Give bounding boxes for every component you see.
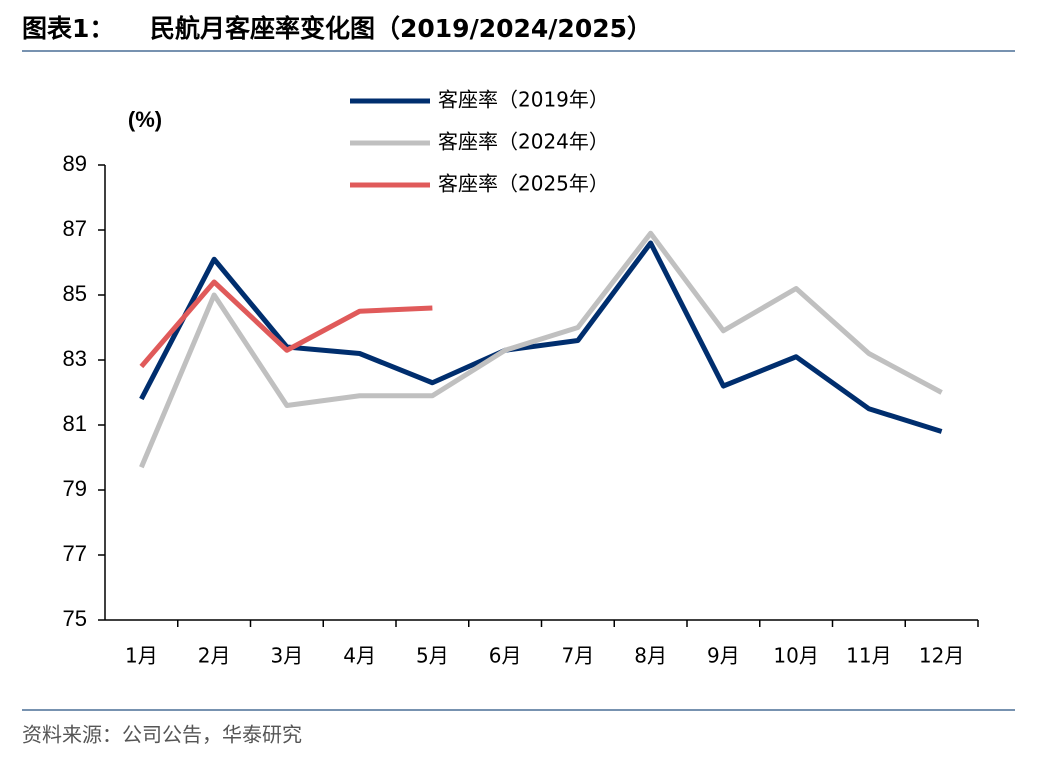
legend-label: 客座率（2019年）: [438, 88, 609, 112]
y-tick-label: 83: [63, 346, 87, 371]
legend-label: 客座率（2024年）: [438, 130, 609, 154]
x-tick-label: 3月: [271, 644, 304, 668]
y-tick-label: 75: [63, 606, 87, 631]
y-tick-label: 79: [63, 476, 87, 501]
x-tick-label: 4月: [343, 644, 376, 668]
x-tick-label: 10月: [773, 644, 818, 668]
series-line: [139, 230, 943, 469]
title-label: 图表1：: [22, 14, 114, 43]
y-tick-label: 77: [63, 541, 87, 566]
chart-title: 民航月客座率变化图（2019/2024/2025）: [150, 14, 652, 43]
x-tick-label: 11月: [846, 644, 891, 668]
x-tick-label: 9月: [707, 644, 740, 668]
series-line: [139, 240, 943, 434]
y-tick-label: 81: [63, 411, 87, 436]
legend-label: 客座率（2025年）: [438, 172, 609, 196]
source: 资料来源：公司公告，华泰研究: [22, 723, 302, 747]
x-tick-label: 1月: [125, 644, 158, 668]
x-tick-label: 8月: [634, 644, 667, 668]
y-tick-label: 89: [63, 151, 87, 176]
x-tick-label: 7月: [562, 644, 595, 668]
y-axis-label: (%): [128, 107, 162, 132]
series-line: [139, 279, 433, 369]
x-tick-label: 6月: [489, 644, 522, 668]
x-tick-label: 12月: [919, 644, 964, 668]
x-tick-label: 5月: [416, 644, 449, 668]
y-tick-label: 87: [63, 216, 87, 241]
y-tick-label: 85: [63, 281, 87, 306]
x-tick-label: 2月: [198, 644, 231, 668]
